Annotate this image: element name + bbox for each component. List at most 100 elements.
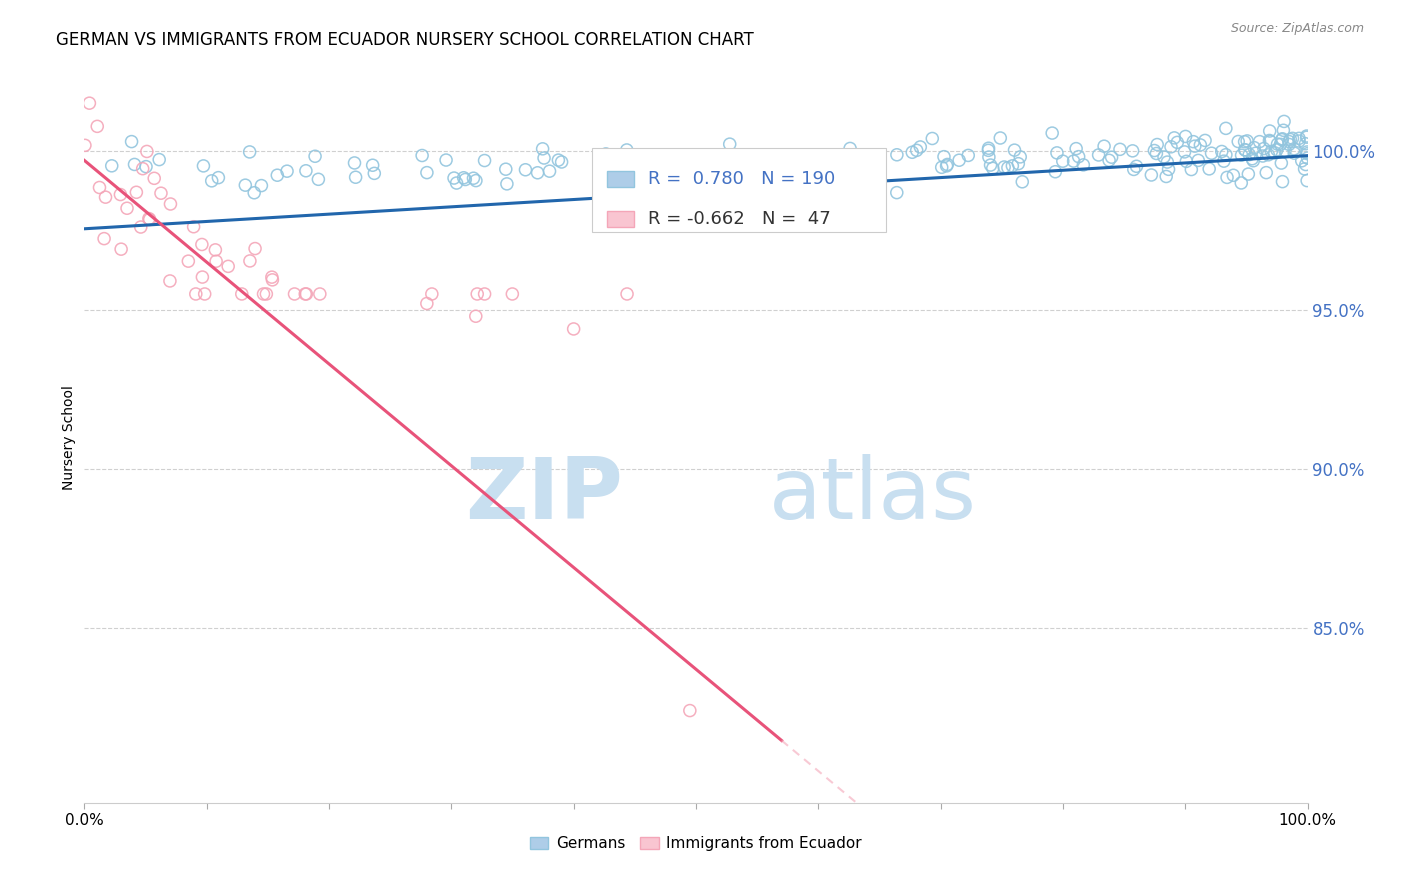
Point xyxy=(679,153,702,168)
Text: atlas: atlas xyxy=(769,454,977,537)
Point xyxy=(138,211,160,226)
Point xyxy=(86,120,108,134)
Point xyxy=(1296,173,1319,187)
Point xyxy=(533,151,555,165)
Point xyxy=(1258,124,1281,138)
Point xyxy=(1234,143,1257,157)
Point xyxy=(932,150,955,164)
Point xyxy=(283,287,305,301)
Point xyxy=(93,232,115,246)
Point xyxy=(143,171,166,186)
Point xyxy=(239,254,262,268)
Point xyxy=(121,135,143,149)
Point xyxy=(1253,142,1275,156)
Point xyxy=(1295,128,1317,143)
Point xyxy=(609,173,631,187)
Point xyxy=(1160,140,1182,154)
Point xyxy=(463,171,485,186)
Point xyxy=(191,270,214,285)
Point xyxy=(344,170,367,185)
Point xyxy=(1122,162,1144,177)
Point xyxy=(921,131,943,145)
Point xyxy=(1295,157,1317,171)
Point xyxy=(1230,148,1253,162)
Point xyxy=(495,162,517,177)
Point xyxy=(416,296,439,310)
Point xyxy=(1244,146,1267,161)
Point xyxy=(1087,148,1109,162)
Point xyxy=(1296,151,1319,165)
Point xyxy=(1040,126,1063,140)
Point xyxy=(464,173,486,187)
Point xyxy=(159,274,181,288)
Point xyxy=(1189,137,1212,152)
Point xyxy=(239,145,262,159)
Point xyxy=(1237,167,1260,181)
Point xyxy=(988,131,1011,145)
Point xyxy=(1239,147,1261,161)
Point xyxy=(860,153,883,167)
Point xyxy=(1216,170,1239,185)
Point xyxy=(1092,139,1115,153)
Point xyxy=(628,191,651,205)
Y-axis label: Nursery School: Nursery School xyxy=(62,384,76,490)
Point xyxy=(1101,150,1123,164)
Point xyxy=(1180,162,1202,177)
Point xyxy=(295,287,318,301)
Point xyxy=(886,148,908,162)
Point xyxy=(183,219,205,234)
Point xyxy=(997,161,1019,175)
Point xyxy=(343,156,366,170)
Point xyxy=(416,166,439,180)
Point xyxy=(1064,142,1087,156)
Point xyxy=(616,143,638,157)
Point xyxy=(1063,154,1085,169)
Point xyxy=(752,171,775,186)
Point xyxy=(191,237,214,252)
Point xyxy=(73,138,96,153)
Point xyxy=(177,254,200,268)
Point xyxy=(1265,143,1288,157)
Point xyxy=(465,287,488,301)
Point xyxy=(201,174,224,188)
Point xyxy=(603,171,626,186)
Point xyxy=(515,162,537,177)
Point xyxy=(454,172,477,186)
Text: ZIP: ZIP xyxy=(465,454,623,537)
Point xyxy=(1174,129,1197,144)
Point xyxy=(1157,162,1180,177)
Bar xyxy=(606,171,634,187)
Point xyxy=(148,153,170,167)
Point xyxy=(855,153,877,168)
Point xyxy=(808,156,831,170)
Point xyxy=(453,170,475,185)
Point xyxy=(254,287,277,301)
Point xyxy=(1272,123,1295,137)
Point xyxy=(905,144,928,158)
Point xyxy=(193,159,215,173)
Point xyxy=(501,287,523,301)
Point xyxy=(89,180,111,194)
Point xyxy=(772,155,794,169)
Point xyxy=(683,151,706,165)
Point xyxy=(243,242,266,256)
Text: R =  0.780   N = 190: R = 0.780 N = 190 xyxy=(648,169,835,188)
Point xyxy=(260,270,283,285)
Point xyxy=(1194,133,1216,147)
Point xyxy=(1271,132,1294,146)
Point xyxy=(616,287,638,301)
Point xyxy=(443,171,465,186)
Point xyxy=(1236,134,1258,148)
Point xyxy=(1278,137,1301,152)
Point xyxy=(294,287,316,301)
Point xyxy=(125,186,148,200)
Point xyxy=(231,287,253,301)
Point xyxy=(266,168,288,182)
Point xyxy=(411,148,433,162)
Point xyxy=(1233,143,1256,157)
Point xyxy=(628,151,651,165)
Point xyxy=(531,142,554,156)
Point xyxy=(1241,152,1264,166)
Point xyxy=(980,158,1002,172)
Point xyxy=(1295,136,1317,151)
